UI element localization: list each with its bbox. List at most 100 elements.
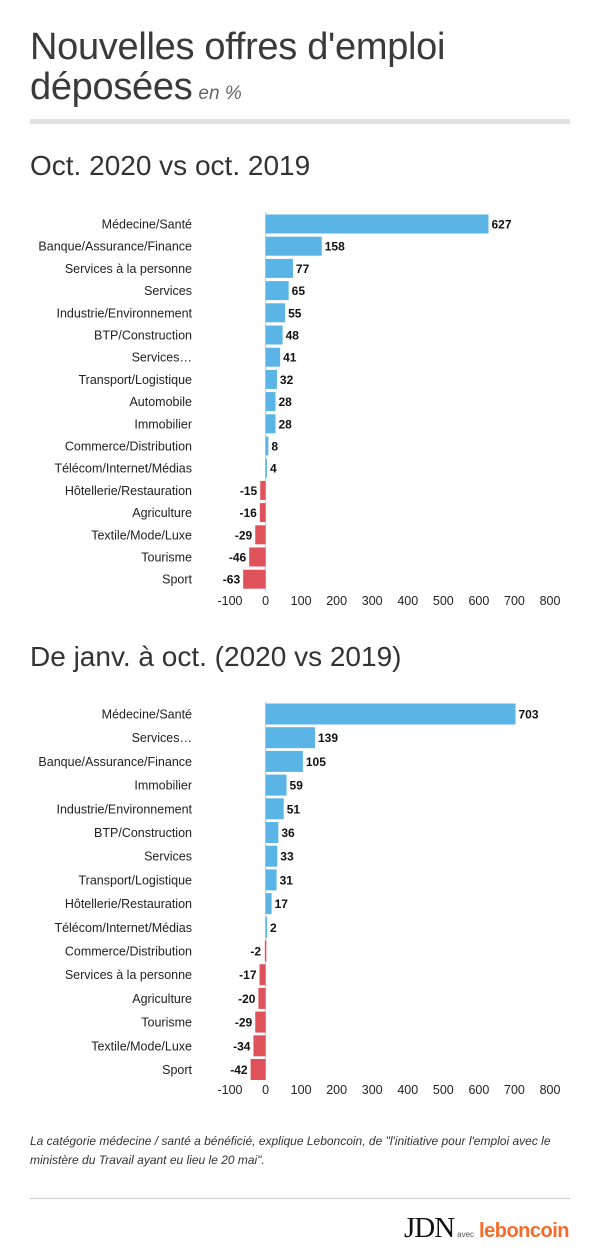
value-label: 8 (271, 440, 278, 454)
value-label: 158 (325, 240, 345, 254)
bar[interactable] (265, 458, 268, 478)
value-label: -29 (235, 1016, 253, 1030)
bar-row: Services à la personne -17 (65, 964, 266, 986)
value-label: -17 (239, 968, 257, 982)
category-label: Automobile (129, 395, 192, 409)
bar-row: Textile/Mode/Luxe -29 (91, 525, 266, 545)
bar[interactable] (265, 774, 287, 796)
bar[interactable] (265, 281, 289, 301)
value-label: -63 (223, 573, 241, 587)
bar[interactable] (265, 436, 269, 456)
value-label: 65 (292, 284, 306, 298)
category-label: Transport/Logistique (79, 873, 193, 887)
bar[interactable] (265, 303, 286, 323)
unit-label: en % (198, 83, 242, 104)
value-label: -34 (233, 1039, 251, 1053)
value-label: 32 (280, 373, 294, 387)
bar[interactable] (243, 569, 266, 589)
leboncoin-logo[interactable]: leboncoin (479, 1220, 569, 1242)
bar[interactable] (265, 727, 315, 749)
x-tick-label: 800 (540, 594, 561, 608)
bar-row: Commerce/Distribution 8 (65, 436, 278, 456)
category-label: Télécom/Internet/Médias (54, 462, 192, 476)
bar-row: Hôtellerie/Restauration -15 (65, 480, 266, 500)
bar-row: Hôtellerie/Restauration 17 (65, 893, 288, 915)
category-label: Médecine/Santé (102, 708, 192, 722)
bar[interactable] (265, 369, 277, 389)
category-label: Services (144, 850, 192, 864)
category-label: Transport/Logistique (79, 373, 193, 387)
category-label: Médecine/Santé (102, 218, 192, 232)
bar-row: Tourisme -29 (141, 1011, 266, 1033)
bar[interactable] (265, 347, 281, 367)
bar[interactable] (260, 480, 266, 500)
bar-row: Télécom/Internet/Médias 2 (54, 916, 277, 938)
x-tick-label: 500 (433, 1083, 454, 1097)
bar[interactable] (265, 916, 268, 938)
x-tick-label: 200 (326, 1083, 347, 1097)
bar[interactable] (265, 214, 489, 234)
bar[interactable] (255, 525, 266, 545)
bar[interactable] (258, 987, 266, 1009)
bar[interactable] (265, 798, 284, 820)
bar-row: Automobile 28 (129, 392, 292, 412)
category-label: Commerce/Distribution (65, 945, 192, 959)
value-label: 41 (283, 351, 297, 365)
bar[interactable] (253, 1035, 266, 1057)
bar-row: Sport -63 (162, 569, 266, 589)
chart-2-title: De janv. à oct. (2020 vs 2019) (30, 641, 402, 672)
value-label: 703 (519, 708, 539, 722)
bar[interactable] (265, 392, 276, 412)
bar[interactable] (249, 547, 266, 567)
bar[interactable] (264, 940, 267, 962)
bar[interactable] (255, 1011, 266, 1033)
category-label: Tourisme (141, 1016, 192, 1030)
bar[interactable] (265, 325, 283, 345)
bar[interactable] (265, 845, 278, 867)
x-tick-label: 300 (362, 594, 383, 608)
bar[interactable] (265, 893, 272, 915)
category-label: Textile/Mode/Luxe (91, 528, 192, 542)
value-label: -2 (250, 945, 261, 959)
bar[interactable] (265, 258, 293, 278)
bar-row: Immobilier 28 (134, 414, 293, 434)
value-label: 36 (281, 826, 295, 840)
category-label: Commerce/Distribution (65, 440, 192, 454)
value-label: -15 (240, 484, 258, 498)
bar[interactable] (265, 414, 276, 434)
page-title: Nouvelles offres d'emploi déposées en % (30, 27, 570, 114)
category-label: Services… (132, 351, 192, 365)
value-label: -16 (240, 506, 258, 520)
footer-divider (30, 1198, 570, 1199)
bar[interactable] (265, 236, 322, 256)
value-label: 31 (280, 873, 294, 887)
bar[interactable] (265, 822, 279, 843)
bar-row: Agriculture -16 (132, 503, 266, 523)
x-tick-label: 100 (291, 594, 312, 608)
category-label: Sport (162, 573, 192, 587)
value-label: 77 (296, 262, 310, 276)
category-label: Services à la personne (65, 262, 192, 276)
bar[interactable] (265, 750, 303, 772)
bar[interactable] (265, 703, 516, 725)
bar-row: Banque/Assurance/Finance 105 (38, 750, 326, 772)
jdn-logo[interactable]: JDN (403, 1212, 455, 1244)
x-tick-label: 100 (291, 1083, 312, 1097)
x-tick-label: 300 (362, 1083, 383, 1097)
value-label: 28 (279, 417, 293, 431)
bar-row: Sport -42 (162, 1059, 266, 1080)
footnote: La catégorie médecine / santé a bénéfici… (30, 1134, 551, 1167)
bar[interactable] (259, 503, 266, 523)
bar[interactable] (250, 1059, 266, 1080)
bar[interactable] (265, 869, 277, 891)
value-label: -29 (235, 528, 253, 542)
category-label: Banque/Assurance/Finance (38, 755, 192, 769)
bar-row: Commerce/Distribution -2 (65, 940, 267, 962)
x-tick-label: 400 (397, 594, 418, 608)
bar[interactable] (259, 964, 266, 986)
bar-row: Services 65 (144, 281, 306, 301)
x-tick-label: 0 (262, 594, 269, 608)
bar-row: Textile/Mode/Luxe -34 (91, 1035, 266, 1057)
avec-label: avec (457, 1230, 475, 1239)
header: Nouvelles offres d'emploi déposées en % (30, 27, 570, 114)
